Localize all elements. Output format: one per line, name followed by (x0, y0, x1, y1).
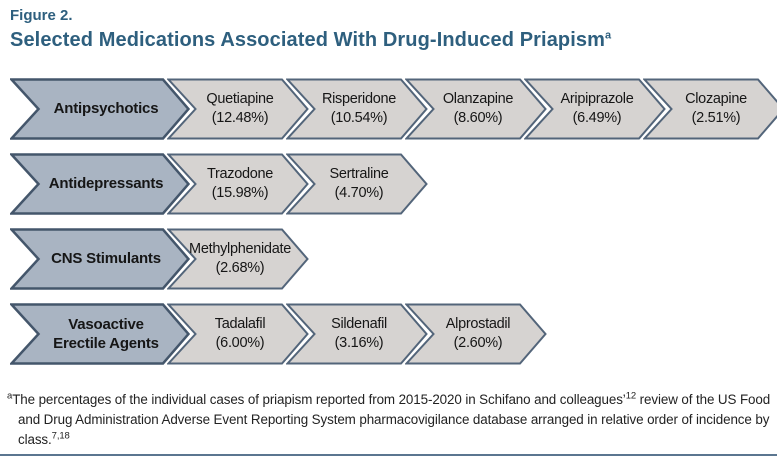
med-chevron-shape (167, 78, 309, 140)
chevron-rows: Antipsychotics Quetiapine (12.48%) Risperid… (10, 78, 777, 378)
med-label-line: Sildenafil (331, 316, 387, 333)
category-label: Antipsychotics (10, 78, 190, 140)
medication-arrow: Sertraline (4.70%) (286, 153, 428, 215)
chevron-row-2: Antidepressants Trazodone (15.98%) Sertrali… (10, 153, 767, 215)
category-arrow: CNS Stimulants (10, 228, 190, 290)
med-label-line: (3.16%) (334, 335, 384, 351)
category-label-line: Antipsychotics (53, 100, 159, 118)
medication-arrow: Risperidone (10.54%) (286, 78, 428, 140)
category-label: Antidepressants (10, 153, 190, 215)
med-label: Sildenafil (3.16%) (286, 303, 428, 365)
chevron-row-4: Vasoactive Erectile Agents Tadalafil (6.00… (10, 303, 767, 365)
med-label-line: (2.68%) (215, 260, 265, 276)
medication-arrow: Aripiprazole (6.49%) (524, 78, 666, 140)
category-chevron-shape (10, 303, 190, 365)
med-label-line: Tadalafil (214, 316, 266, 333)
med-label: Trazodone (15.98%) (167, 153, 309, 215)
category-label-line: Vasoactive Erectile Agents (53, 315, 159, 352)
med-label: Sertraline (4.70%) (286, 153, 428, 215)
footnote-text-1: The percentages of the individual cases … (12, 392, 626, 407)
figure-title-text: Selected Medications Associated With Dru… (10, 29, 605, 51)
med-label-line: Methylphenidate (189, 241, 291, 258)
footnote-citation-12: 12 (625, 390, 637, 402)
med-label: Methylphenidate (2.68%) (167, 228, 309, 290)
bottom-rule (0, 454, 777, 456)
footnote: aThe percentages of the individual cases… (7, 390, 774, 450)
med-chevron-shape (167, 303, 309, 365)
med-label-line: Alprostadil (445, 316, 511, 333)
med-chevron-shape (286, 78, 428, 140)
medication-arrow: Methylphenidate (2.68%) (167, 228, 309, 290)
med-label: Clozapine (2.51%) (643, 78, 777, 140)
medication-arrow: Clozapine (2.51%) (643, 78, 777, 140)
chevron-row-3: CNS Stimulants Methylphenidate (2.68%) (10, 228, 767, 290)
med-chevron-shape (405, 303, 547, 365)
med-chevron-shape (524, 78, 666, 140)
medication-arrow: Alprostadil (2.60%) (405, 303, 547, 365)
med-label-line: (6.00%) (215, 335, 265, 351)
med-chevron-shape (167, 228, 309, 290)
med-label-line: Aripiprazole (560, 91, 634, 108)
category-label-line: CNS Stimulants (51, 250, 161, 268)
medication-arrow: Quetiapine (12.48%) (167, 78, 309, 140)
footnote-marker: a (7, 390, 13, 402)
chevron-row-1: Antipsychotics Quetiapine (12.48%) Risperid… (10, 78, 777, 140)
med-chevron-shape (643, 78, 777, 140)
footnote-citation-7-18: 7,18 (51, 430, 70, 442)
med-label-line: Quetiapine (206, 91, 274, 108)
category-label-line: Antidepressants (48, 175, 164, 193)
category-arrow: Antidepressants (10, 153, 190, 215)
med-label-line: (10.54%) (330, 110, 388, 126)
category-chevron-shape (10, 153, 190, 215)
med-label-line: (2.51%) (691, 110, 741, 126)
med-chevron-shape (405, 78, 547, 140)
med-label-line: (4.70%) (334, 185, 384, 201)
med-label: Aripiprazole (6.49%) (524, 78, 666, 140)
med-label-line: (2.60%) (453, 335, 503, 351)
med-label: Quetiapine (12.48%) (167, 78, 309, 140)
med-label: Tadalafil (6.00%) (167, 303, 309, 365)
medication-arrow: Trazodone (15.98%) (167, 153, 309, 215)
figure-label: Figure 2. (10, 7, 73, 24)
figure-title: Selected Medications Associated With Dru… (10, 28, 767, 53)
med-chevron-shape (286, 303, 428, 365)
med-label-line: Clozapine (685, 91, 747, 108)
figure-title-superscript: a (605, 29, 612, 42)
category-chevron-shape (10, 228, 190, 290)
category-label: CNS Stimulants (10, 228, 190, 290)
med-label-line: (8.60%) (453, 110, 503, 126)
med-label: Alprostadil (2.60%) (405, 303, 547, 365)
med-label-line: Trazodone (206, 166, 274, 183)
med-label: Olanzapine (8.60%) (405, 78, 547, 140)
category-chevron-shape (10, 78, 190, 140)
med-label-line: (6.49%) (572, 110, 622, 126)
medication-arrow: Olanzapine (8.60%) (405, 78, 547, 140)
med-label-line: (15.98%) (211, 185, 269, 201)
med-chevron-shape (167, 153, 309, 215)
med-label-line: Risperidone (321, 91, 397, 108)
med-label-line: Olanzapine (442, 91, 514, 108)
figure-header: Figure 2. Selected Medications Associate… (0, 0, 777, 53)
category-arrow: Antipsychotics (10, 78, 190, 140)
category-arrow: Vasoactive Erectile Agents (10, 303, 190, 365)
med-label-line: (12.48%) (211, 110, 269, 126)
med-label-line: Sertraline (329, 166, 389, 183)
footnote-text-2: review of the US Food and Drug Administr… (18, 392, 771, 448)
med-label: Risperidone (10.54%) (286, 78, 428, 140)
medication-arrow: Tadalafil (6.00%) (167, 303, 309, 365)
medication-arrow: Sildenafil (3.16%) (286, 303, 428, 365)
med-chevron-shape (286, 153, 428, 215)
category-label: Vasoactive Erectile Agents (10, 303, 190, 365)
